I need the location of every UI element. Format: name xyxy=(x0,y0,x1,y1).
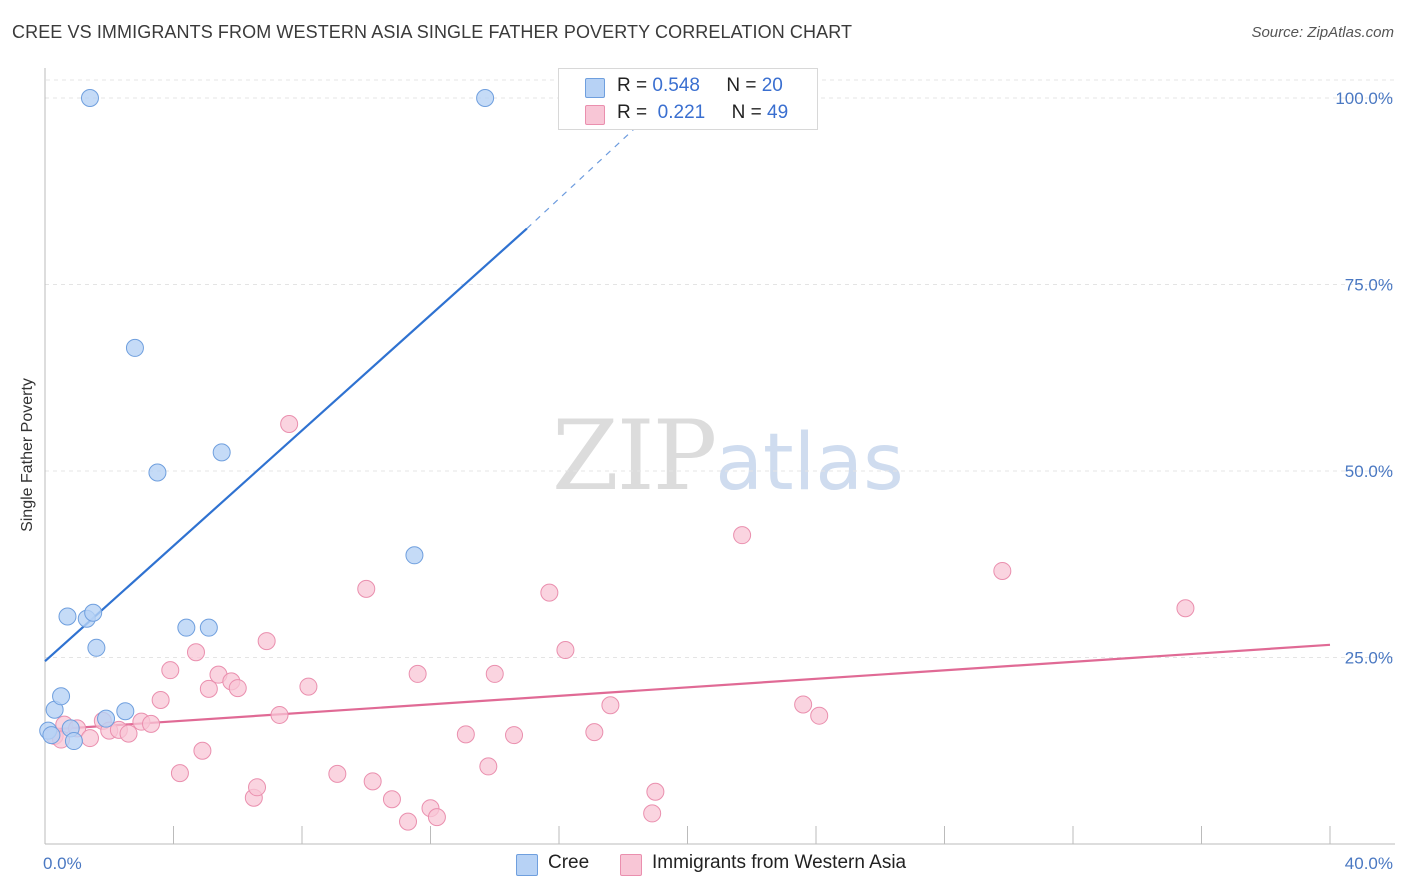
series-swatch-asia xyxy=(620,854,642,876)
asia-point xyxy=(161,661,180,680)
x-tick-label-max: 40.0% xyxy=(1345,854,1393,873)
cree-point xyxy=(84,603,103,622)
y-tick-label: 75.0% xyxy=(1345,276,1393,295)
cree-point xyxy=(177,618,196,637)
cree-point xyxy=(476,89,495,107)
trend-lines xyxy=(44,123,1331,731)
cree-point xyxy=(52,687,71,706)
trend-line-cree-extension xyxy=(526,123,640,229)
asia-point xyxy=(280,415,299,434)
asia-point xyxy=(170,764,189,783)
cree-point xyxy=(87,638,106,657)
asia-point xyxy=(248,778,267,797)
cree-point xyxy=(80,89,99,107)
trend-line-asia xyxy=(44,643,1331,731)
asia-point xyxy=(382,790,401,809)
legend-n-value: 20 xyxy=(761,75,783,96)
asia-point xyxy=(1176,599,1195,618)
legend-r-value: 0.221 xyxy=(657,102,706,123)
asia-point xyxy=(601,696,620,715)
legend-r-label: R = xyxy=(617,102,648,123)
chart-title: CREE VS IMMIGRANTS FROM WESTERN ASIA SIN… xyxy=(12,22,853,42)
axes xyxy=(44,68,1395,845)
legend-swatch-cree xyxy=(585,78,605,98)
asia-point xyxy=(80,729,99,748)
legend-r-value: 0.548 xyxy=(652,75,700,96)
asia-point xyxy=(270,705,289,724)
series-label-cree: Cree xyxy=(548,852,590,873)
cree-point xyxy=(116,702,135,721)
legend-n-label: N = xyxy=(731,102,762,123)
tick-labels: 25.0% 50.0% 75.0% 100.0% 0.0% 40.0% xyxy=(43,89,1393,873)
asia-point xyxy=(427,808,446,827)
asia-point xyxy=(643,804,662,823)
cree-point xyxy=(97,709,116,728)
asia-point xyxy=(993,561,1012,580)
legend-text-asia: R = 0.221 N = 49 xyxy=(617,102,788,124)
legend-swatch-asia xyxy=(585,105,605,125)
legend-r-label: R = xyxy=(617,75,648,96)
asia-point xyxy=(199,679,218,698)
cree-point xyxy=(148,463,167,482)
asia-point xyxy=(646,782,665,801)
cree-point xyxy=(199,618,218,637)
legend-n-value: 49 xyxy=(767,102,789,123)
x-tick-label-min: 0.0% xyxy=(43,854,82,873)
series-legend: Cree Immigrants from Western Asia xyxy=(0,852,1406,876)
cree-point xyxy=(42,726,61,745)
data-points xyxy=(39,89,1195,831)
grid-lines xyxy=(45,79,1395,658)
asia-point xyxy=(485,664,504,683)
y-tick-label: 100.0% xyxy=(1335,89,1393,108)
asia-point xyxy=(556,641,575,660)
asia-point xyxy=(399,812,418,831)
asia-point xyxy=(299,677,318,696)
asia-point xyxy=(228,679,247,698)
cree-point xyxy=(212,443,231,462)
correlation-legend: R = 0.548 N = 20 R = 0.221 N = 49 xyxy=(558,68,818,130)
asia-point xyxy=(408,664,427,683)
asia-point xyxy=(733,526,752,545)
series-swatch-cree xyxy=(516,854,538,876)
watermark-zip: ZIP xyxy=(552,400,717,512)
y-tick-label: 50.0% xyxy=(1345,462,1393,481)
asia-point xyxy=(540,583,559,602)
asia-point xyxy=(479,757,498,776)
asia-point xyxy=(142,714,161,733)
legend-text-cree: R = 0.548 N = 20 xyxy=(617,75,783,97)
asia-point xyxy=(456,725,475,744)
asia-point xyxy=(193,741,212,760)
asia-point xyxy=(357,579,376,598)
asia-point xyxy=(328,764,347,783)
asia-point xyxy=(810,706,829,725)
asia-point xyxy=(585,723,604,742)
asia-point xyxy=(257,632,276,651)
cree-point xyxy=(125,338,144,357)
trend-line-cree xyxy=(44,227,528,663)
watermark-atlas: atlas xyxy=(715,418,904,508)
asia-point xyxy=(119,724,138,743)
asia-point xyxy=(186,643,205,662)
cree-point xyxy=(64,732,83,751)
asia-point xyxy=(794,695,813,714)
asia-point xyxy=(151,691,170,710)
source-label: Source: ZipAtlas.com xyxy=(1251,24,1394,41)
legend-n-label: N = xyxy=(726,75,757,96)
cree-point xyxy=(405,546,424,565)
asia-point xyxy=(363,772,382,791)
watermark: ZIPatlas xyxy=(552,400,904,512)
asia-point xyxy=(505,726,524,745)
y-tick-label: 25.0% xyxy=(1345,649,1393,668)
cree-point xyxy=(58,607,77,626)
series-label-asia: Immigrants from Western Asia xyxy=(652,852,907,873)
